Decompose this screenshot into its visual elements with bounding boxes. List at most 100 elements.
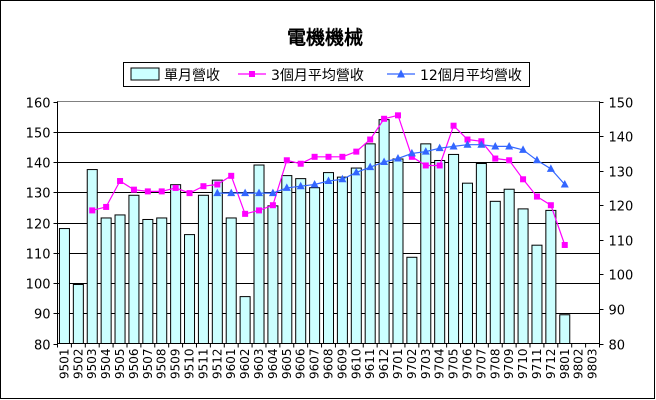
data-point — [421, 147, 430, 155]
x-axis-tick-label: 9511 — [196, 349, 210, 380]
data-point — [213, 188, 222, 197]
bar — [475, 163, 487, 344]
bar — [336, 176, 348, 344]
data-point — [228, 172, 235, 179]
bar — [170, 184, 182, 344]
data-point — [310, 179, 319, 188]
bar — [531, 244, 543, 344]
data-point — [200, 183, 207, 190]
data-point — [436, 162, 443, 169]
bar — [128, 194, 140, 344]
x-axis-tick-label: 9510 — [183, 349, 197, 380]
right-axis-tick-label: 150 — [609, 97, 634, 112]
line-series — [89, 112, 569, 248]
right-axis-tick-label: 110 — [609, 235, 634, 250]
data-point — [519, 145, 528, 153]
data-point — [103, 203, 110, 210]
data-point — [268, 188, 277, 197]
data-point — [144, 188, 151, 195]
data-point — [520, 176, 527, 183]
x-axis-tick-label: 9504 — [99, 349, 113, 380]
data-point — [269, 202, 276, 209]
x-axis-tick-label: 9508 — [155, 349, 169, 380]
bar — [420, 143, 432, 344]
legend-label-12month: 12個月平均營收 — [420, 68, 522, 84]
right-axis-tick-label: 130 — [609, 166, 634, 181]
right-axis-tick-label: 140 — [609, 131, 634, 146]
data-point — [380, 157, 389, 165]
x-axis-tick-label: 9612 — [377, 349, 391, 380]
x-axis-tick-label: 9608 — [322, 349, 336, 380]
left-axis-tick-label: 90 — [34, 308, 51, 323]
bar — [392, 158, 404, 344]
data-point — [463, 140, 472, 148]
left-axis-tick-label: 160 — [26, 97, 51, 112]
bar — [281, 175, 293, 344]
bar — [350, 167, 362, 344]
x-axis-tick-label: 9609 — [335, 349, 349, 380]
data-point — [532, 155, 541, 164]
data-point — [477, 140, 486, 148]
bar — [406, 256, 418, 345]
data-point — [546, 164, 555, 172]
x-axis-tick-label: 9502 — [71, 349, 85, 380]
data-point — [186, 190, 193, 197]
x-axis-tick-label: 9703 — [419, 349, 433, 380]
chart-title: 電機機械 — [287, 26, 363, 49]
bar — [503, 188, 515, 344]
x-axis-tick-label: 9509 — [169, 349, 183, 380]
data-point — [324, 176, 333, 185]
data-point — [311, 153, 318, 160]
x-axis-tick-label: 9605 — [280, 349, 294, 380]
bar — [295, 178, 307, 344]
legend-swatch-monthly — [130, 67, 160, 81]
data-point — [214, 181, 221, 188]
legend-marker-3month — [249, 71, 255, 77]
x-axis-tick-label: 9801 — [558, 349, 572, 380]
legend: 單月營收 3個月平均營收 12個月平均營收 — [123, 62, 530, 87]
data-point — [283, 157, 290, 164]
bar — [364, 143, 376, 344]
bar — [378, 119, 390, 345]
bar — [184, 234, 196, 345]
bar — [517, 208, 529, 344]
bar — [211, 179, 223, 344]
legend-label-monthly: 單月營收 — [164, 68, 220, 84]
left-axis-tick-label: 110 — [26, 248, 51, 263]
bar — [559, 314, 571, 345]
x-axis-tick-label: 9602 — [238, 349, 252, 380]
data-point — [282, 183, 291, 191]
x-axis-tick-label: 9707 — [474, 349, 488, 380]
left-axis-tick-label: 120 — [26, 218, 51, 233]
x-axis-tick-label: 9704 — [433, 349, 447, 380]
data-point — [89, 207, 96, 214]
data-point — [464, 136, 471, 143]
x-axis-tick-label: 9501 — [57, 349, 71, 380]
data-point — [450, 122, 457, 129]
data-point — [492, 155, 499, 162]
data-point — [547, 202, 554, 209]
bar — [142, 218, 154, 345]
left-axis-tick-label: 130 — [26, 187, 51, 202]
x-axis-tick-label: 9604 — [266, 349, 280, 380]
x-axis-tick-label: 9803 — [586, 349, 600, 380]
x-axis-tick-label: 9505 — [113, 349, 127, 380]
right-axis-tick-label: 80 — [609, 339, 626, 354]
x-axis-tick-label: 9706 — [460, 349, 474, 380]
data-point — [560, 179, 569, 188]
x-axis-tick-label: 9507 — [141, 349, 155, 380]
data-point — [338, 174, 347, 183]
data-point — [394, 112, 401, 119]
x-axis-tick-label: 9611 — [363, 349, 377, 380]
left-axis-tick-label: 100 — [26, 278, 51, 293]
data-point — [435, 143, 444, 152]
data-point — [297, 160, 304, 167]
bar — [156, 217, 168, 344]
bar — [114, 214, 126, 344]
data-point — [242, 210, 249, 217]
x-axis-tick-label: 9802 — [572, 349, 586, 380]
data-point — [533, 193, 540, 200]
x-axis-tick-label: 9603 — [252, 349, 266, 380]
legend-marker-12month — [397, 69, 405, 78]
